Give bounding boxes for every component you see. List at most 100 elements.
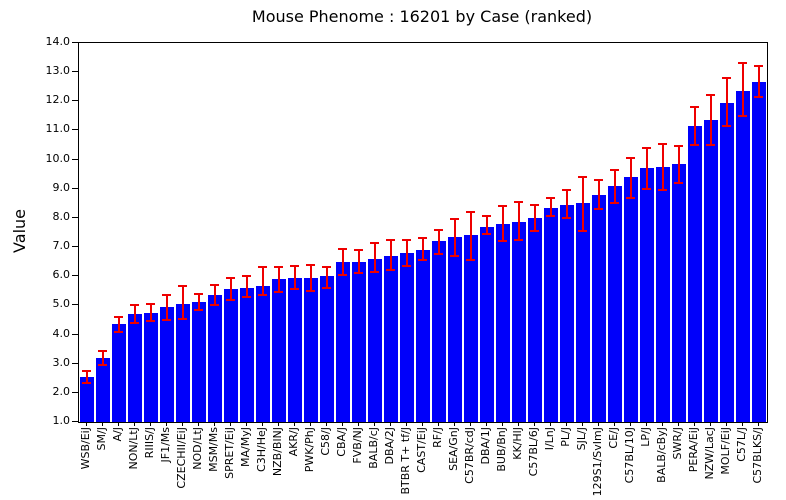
x-tick [630, 422, 631, 426]
error-bar-cap-bottom [754, 95, 763, 98]
x-tick-label: MSM/Ms [207, 427, 220, 472]
error-bar-cap-top [754, 65, 763, 68]
x-tick [262, 422, 263, 426]
error-bar-cap-top [418, 237, 427, 240]
y-tick-label: 6.0 [52, 268, 71, 281]
error-bar-cap-top [498, 205, 507, 208]
y-tick [72, 71, 78, 72]
bar [496, 223, 510, 422]
bar [304, 277, 318, 422]
x-tick-label: C57BLKS/J [751, 427, 764, 484]
error-bar-cap-bottom [162, 318, 171, 321]
bar [688, 126, 702, 422]
error-bar-line [566, 190, 568, 218]
bar [640, 168, 654, 422]
error-bar-cap-top [162, 294, 171, 297]
error-bar-cap-bottom [114, 330, 123, 333]
bar [720, 102, 734, 422]
error-bar-cap-top [530, 203, 539, 206]
bar [384, 255, 398, 422]
error-bar-cap-top [466, 211, 475, 214]
error-bar-line [294, 266, 296, 290]
y-tick-label: 5.0 [52, 297, 71, 310]
x-tick-label: NON/LtJ [127, 427, 140, 470]
x-tick [598, 422, 599, 426]
error-bar-cap-top [370, 241, 379, 244]
error-bar-cap-bottom [194, 308, 203, 311]
bar [592, 194, 606, 422]
x-tick [134, 422, 135, 426]
error-bar-cap-top [626, 157, 635, 160]
x-tick-label: BALB/cJ [367, 427, 380, 469]
bar [352, 261, 366, 422]
x-tick [390, 422, 391, 426]
y-tick-label: 1.0 [52, 414, 71, 427]
x-tick [326, 422, 327, 426]
bar [432, 241, 446, 422]
error-bar-cap-top [402, 238, 411, 241]
x-tick [278, 422, 279, 426]
y-tick [72, 159, 78, 160]
error-bar-cap-bottom [178, 317, 187, 320]
bar [512, 222, 526, 422]
x-tick [710, 422, 711, 426]
x-tick-label: PERA/EiJ [687, 427, 700, 473]
plot-area [78, 42, 768, 423]
x-tick [518, 422, 519, 426]
x-tick-label: KK/HlJ [511, 427, 524, 460]
error-bar-line [182, 286, 184, 319]
error-bar-line [694, 107, 696, 146]
error-bar-cap-bottom [498, 240, 507, 243]
bar [464, 235, 478, 422]
x-tick [758, 422, 759, 426]
error-bar-cap-bottom [642, 187, 651, 190]
error-bar-cap-top [722, 76, 731, 79]
error-bar-cap-top [562, 189, 571, 192]
bar [416, 249, 430, 422]
y-tick-label: 10.0 [45, 152, 71, 165]
error-bar-cap-bottom [322, 286, 331, 289]
x-tick [534, 422, 535, 426]
error-bar-cap-bottom [626, 196, 635, 199]
error-bar-line [454, 219, 456, 256]
bar [736, 91, 750, 422]
x-tick [550, 422, 551, 426]
bar [208, 295, 222, 422]
x-tick-label: A/J [111, 427, 124, 442]
x-tick [502, 422, 503, 426]
error-bar-cap-bottom [274, 291, 283, 294]
x-tick [726, 422, 727, 426]
x-tick-label: PWK/PhJ [303, 427, 316, 473]
x-tick-label: SM/J [95, 427, 108, 451]
bar [224, 289, 238, 422]
error-bar-cap-bottom [210, 304, 219, 307]
bar [288, 277, 302, 422]
error-bar-line [534, 204, 536, 232]
x-tick-label: BUB/BnJ [495, 427, 508, 472]
x-tick [150, 422, 151, 426]
error-bar-cap-bottom [466, 259, 475, 262]
x-tick-label: MOLF/EiJ [719, 427, 732, 475]
error-bar-line [502, 206, 504, 242]
error-bar-cap-top [658, 142, 667, 145]
x-tick [614, 422, 615, 426]
x-tick [646, 422, 647, 426]
x-tick [230, 422, 231, 426]
error-bar-line [614, 169, 616, 204]
error-bar-cap-bottom [146, 320, 155, 323]
y-tick-label: 13.0 [45, 64, 71, 77]
error-bar-cap-top [690, 106, 699, 109]
error-bar-cap-bottom [402, 265, 411, 268]
error-bar-cap-top [194, 292, 203, 295]
x-tick [406, 422, 407, 426]
error-bar-line [150, 303, 152, 322]
y-tick [72, 421, 78, 422]
error-bar-cap-top [258, 266, 267, 269]
error-bar-cap-bottom [290, 288, 299, 291]
bar [528, 217, 542, 422]
error-bar-line [630, 158, 632, 198]
bar [544, 207, 558, 422]
x-tick [470, 422, 471, 426]
x-tick [438, 422, 439, 426]
bar [608, 185, 622, 422]
